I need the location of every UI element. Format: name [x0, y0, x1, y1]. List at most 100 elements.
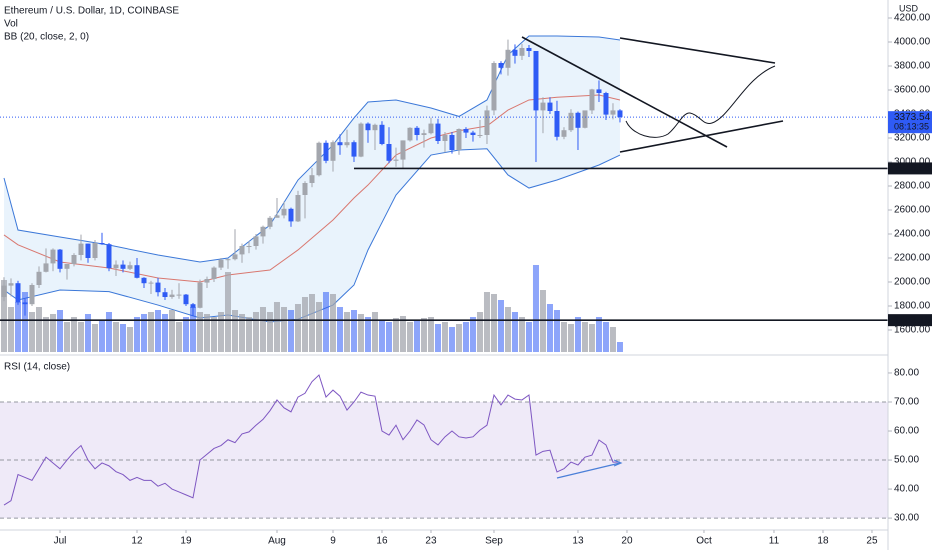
volume-bar [35, 307, 42, 352]
volume-bar [252, 312, 259, 352]
y-tick-label: 1800.00 [894, 301, 931, 312]
rsi-tick-label: 50.00 [894, 455, 919, 466]
candle-body [477, 135, 483, 137]
volume-bar [175, 322, 182, 352]
volume-bar [112, 322, 119, 352]
candle-body [421, 133, 427, 136]
volume-bar [336, 307, 343, 352]
volume-bar [189, 307, 196, 352]
volume-bar [217, 312, 224, 352]
candle-body [540, 102, 546, 111]
volume-bar [483, 292, 490, 352]
x-tick-label: 9 [330, 536, 336, 547]
candle-body [29, 285, 35, 305]
volume-bar [574, 317, 581, 352]
candle-body [554, 111, 560, 137]
candle-body [337, 142, 343, 146]
candle-body [64, 264, 70, 269]
bb-basis [3, 94, 621, 283]
candle-body [575, 112, 581, 128]
volume-bar [238, 314, 245, 352]
volume-bar [385, 322, 392, 352]
y-tick-label: 2400.00 [894, 229, 931, 240]
volume-bar [546, 304, 553, 352]
volume-bar [588, 324, 595, 352]
y-tick-label: 1600.00 [894, 325, 931, 336]
candle-body [239, 246, 245, 255]
volume-bar [448, 327, 455, 352]
volume-bar [392, 318, 399, 352]
volume-bar [98, 320, 105, 352]
y-tick-label: 2000.00 [894, 277, 931, 288]
currency-label: USD [899, 3, 919, 13]
y-tick-label: 4000.00 [894, 37, 931, 48]
mark-layer [0, 39, 888, 506]
rsi-tick-label: 40.00 [894, 484, 919, 495]
volume-bar [161, 314, 168, 352]
candle-body [36, 271, 42, 286]
volume-bar [210, 317, 217, 352]
volume-bar [490, 294, 497, 352]
volume-bar [315, 302, 322, 352]
candle-body [218, 259, 224, 268]
rsi-legend: RSI (14, close) [4, 362, 70, 373]
volume-bar [126, 327, 133, 352]
candle-body [253, 236, 259, 247]
candle-body [225, 259, 231, 261]
volume-bar [427, 317, 434, 352]
x-tick-label: 19 [180, 536, 192, 547]
trend-line [619, 37, 776, 64]
volume-bar [203, 314, 210, 352]
volume-bar [525, 322, 532, 352]
rsi-tick-label: 80.00 [894, 368, 919, 379]
candle-body [351, 142, 357, 157]
candle-body [246, 246, 252, 248]
candle-body [50, 249, 56, 264]
volume-bar [259, 307, 266, 352]
volume-legend: Vol [4, 19, 18, 30]
candle-body [169, 294, 175, 298]
volume-bar [371, 312, 378, 352]
candle-body [323, 142, 329, 161]
candle-body [610, 110, 616, 115]
last-price-box [888, 111, 932, 134]
candle-body [204, 279, 210, 283]
volume-bar [308, 294, 315, 352]
last-price-label: 3373.54 [894, 112, 931, 123]
price-level-box [888, 162, 932, 175]
volume-bar [168, 310, 175, 352]
y-tick-label: 4200.00 [894, 13, 931, 24]
candle-body [330, 142, 336, 161]
candle-body [295, 195, 301, 222]
candle-body [435, 123, 441, 142]
volume-bar [0, 280, 7, 352]
candle-body [449, 135, 455, 151]
x-tick-label: 25 [866, 536, 878, 547]
rsi-trend-line [556, 462, 621, 479]
volume-bar [441, 322, 448, 352]
candle-body [519, 48, 525, 56]
volume-bar [196, 312, 203, 352]
volume-bar [154, 310, 161, 352]
candle-body [78, 243, 84, 256]
candle-body [603, 93, 609, 115]
volume-bar [469, 317, 476, 352]
candle-body [57, 249, 63, 269]
volume-bar [63, 322, 70, 352]
candle-body [386, 144, 392, 161]
rsi-tick-label: 70.00 [894, 397, 919, 408]
candle-body [71, 255, 77, 265]
candle-body [533, 51, 539, 111]
volume-bar [70, 317, 77, 352]
volume-bar [462, 322, 469, 352]
volume-bar [532, 265, 539, 352]
candle-body [442, 135, 448, 142]
candle-body [491, 63, 497, 111]
volume-bar [105, 312, 112, 352]
projection-curve [625, 65, 776, 138]
volume-bar [455, 324, 462, 352]
volume-bar [560, 322, 567, 352]
x-tick-label: 13 [572, 536, 584, 547]
volume-bar [343, 312, 350, 352]
